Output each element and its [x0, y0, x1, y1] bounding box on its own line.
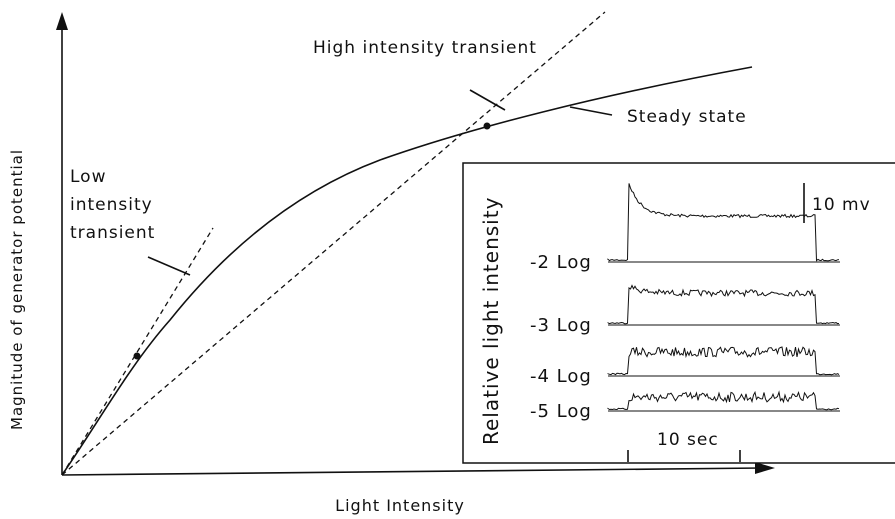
pointer	[569, 106, 613, 116]
inset-y-label: Relative light intensity	[479, 197, 503, 445]
pointer	[147, 256, 191, 276]
low-tangent	[61, 227, 214, 476]
trace	[607, 390, 840, 411]
x-axis	[61, 467, 763, 476]
label: intensity	[70, 195, 153, 215]
trace	[607, 183, 840, 262]
label: transient	[70, 223, 155, 243]
trace-label: -4 Log	[530, 366, 592, 387]
label: Low	[70, 167, 106, 187]
x-arrow	[755, 462, 775, 474]
scale-label: 10 mv	[812, 195, 871, 215]
label: Steady state	[627, 107, 747, 127]
trace-label: -2 Log	[530, 252, 592, 273]
trace-label: -5 Log	[530, 401, 592, 422]
point	[133, 352, 141, 360]
point	[483, 122, 491, 130]
pointer	[469, 89, 506, 111]
trace	[607, 284, 840, 325]
x-label: Light Intensity	[335, 496, 465, 515]
inset-box	[462, 162, 895, 464]
trace	[607, 346, 840, 376]
trace-label: -3 Log	[530, 315, 592, 336]
time-label: 10 sec	[657, 430, 719, 450]
y-label: Magnitude of generator potential	[8, 149, 26, 430]
label: High intensity transient	[313, 38, 537, 58]
y-arrow	[56, 12, 68, 30]
steady-curve	[61, 66, 753, 476]
high-line	[61, 11, 606, 476]
